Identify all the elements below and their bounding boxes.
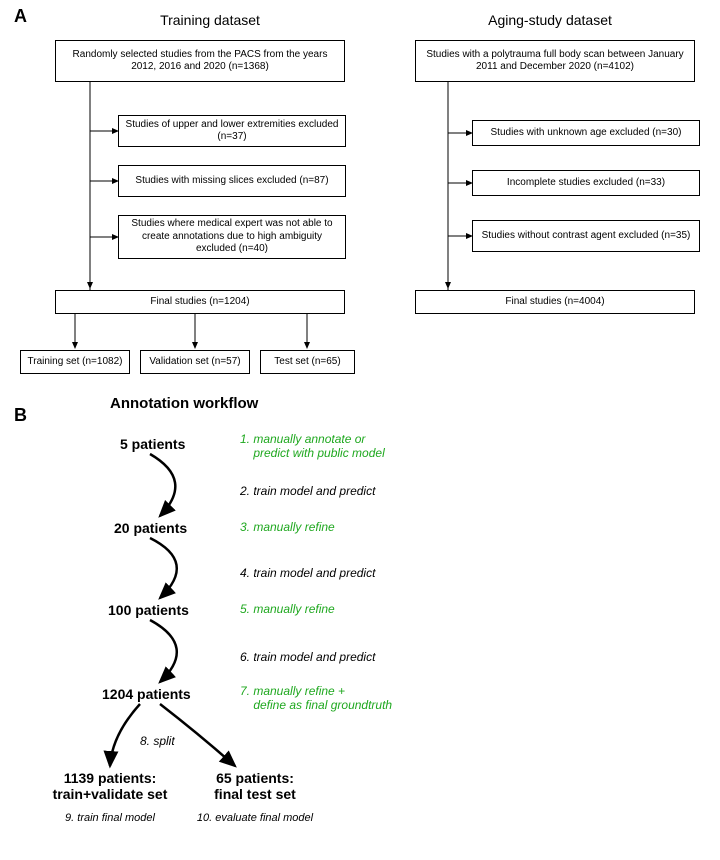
training-split1-box: Training set (n=1082) [20, 350, 130, 374]
training-split3-box: Test set (n=65) [260, 350, 355, 374]
figure-root: A Training dataset Aging-study dataset R… [0, 0, 720, 860]
wf-step-7: 7. manually refine + define as final gro… [240, 684, 392, 712]
aging-heading: Aging-study dataset [460, 12, 640, 28]
wf-node-3: 100 patients [108, 602, 189, 618]
wf-step-8: 8. split [140, 734, 175, 748]
wf-step-10: 10. evaluate final model [190, 812, 320, 824]
panel-b-label: B [14, 405, 27, 426]
training-heading: Training dataset [120, 12, 300, 28]
wf-step-9: 9. train final model [40, 812, 180, 824]
wf-node-1: 5 patients [120, 436, 185, 452]
training-split2-box: Validation set (n=57) [140, 350, 250, 374]
training-ex2-box: Studies with missing slices excluded (n=… [118, 165, 346, 197]
wf-step-2: 2. train model and predict [240, 484, 375, 498]
aging-final-box: Final studies (n=4004) [415, 290, 695, 314]
aging-source-box: Studies with a polytrauma full body scan… [415, 40, 695, 82]
wf-step-3: 3. manually refine [240, 520, 335, 534]
wf-node-2: 20 patients [114, 520, 187, 536]
wf-step-1: 1. manually annotate or predict with pub… [240, 432, 385, 460]
aging-ex1-box: Studies with unknown age excluded (n=30) [472, 120, 700, 146]
training-source-box: Randomly selected studies from the PACS … [55, 40, 345, 82]
training-ex1-box: Studies of upper and lower extremities e… [118, 115, 346, 147]
wf-node-right: 65 patients: final test set [190, 770, 320, 802]
wf-step-6: 6. train model and predict [240, 650, 375, 664]
training-final-box: Final studies (n=1204) [55, 290, 345, 314]
training-ex3-box: Studies where medical expert was not abl… [118, 215, 346, 259]
aging-ex3-box: Studies without contrast agent excluded … [472, 220, 700, 252]
wf-step-5: 5. manually refine [240, 602, 335, 616]
panel-a-label: A [14, 6, 27, 27]
wf-node-4: 1204 patients [102, 686, 191, 702]
aging-ex2-box: Incomplete studies excluded (n=33) [472, 170, 700, 196]
annotation-heading: Annotation workflow [110, 395, 258, 412]
wf-step-4: 4. train model and predict [240, 566, 375, 580]
wf-node-left: 1139 patients: train+validate set [40, 770, 180, 802]
